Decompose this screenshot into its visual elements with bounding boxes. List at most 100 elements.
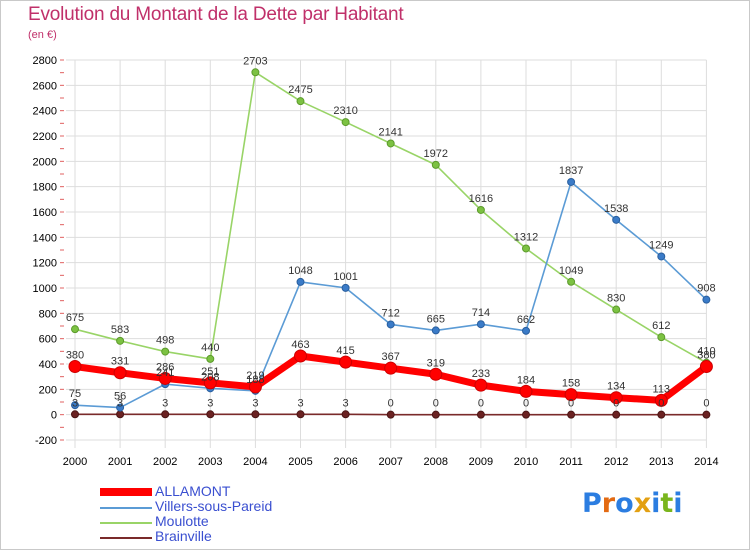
data-label-villers-sous-pareid: 1001	[333, 271, 357, 283]
logo-letter: i	[673, 488, 683, 519]
point-villers-sous-pareid	[431, 326, 440, 335]
point-brainville	[612, 410, 621, 419]
proxiti-logo: Proxiti	[582, 488, 683, 519]
x-tick-label: 2005	[288, 456, 312, 468]
logo-letter: i	[651, 488, 661, 519]
data-label-moulotte: 2310	[333, 105, 357, 117]
point-villers-sous-pareid	[71, 401, 79, 410]
legend-label-villers-sous-pareid: Villers-sous-Pareid	[155, 498, 273, 514]
data-label-villers-sous-pareid: 241	[156, 367, 174, 379]
point-allamont	[68, 360, 82, 374]
y-tick-label: 1200	[33, 258, 57, 270]
y-tick-label: 2800	[33, 55, 57, 67]
data-label-allamont: 463	[291, 339, 309, 351]
data-label-brainville: 0	[523, 398, 529, 410]
point-allamont	[429, 367, 443, 381]
point-brainville	[251, 410, 260, 419]
series-lines	[68, 68, 713, 419]
data-label-villers-sous-pareid: 188	[246, 374, 264, 386]
point-brainville	[431, 410, 440, 419]
data-label-allamont: 380	[697, 350, 715, 362]
data-label-moulotte: 410	[697, 346, 715, 358]
y-tick-label: 800	[39, 308, 57, 320]
point-allamont	[339, 355, 353, 369]
point-moulotte	[567, 277, 576, 286]
data-label-moulotte: 830	[607, 293, 625, 305]
legend-swatch-villers-sous-pareid	[100, 507, 152, 509]
y-tick-label: 1600	[33, 207, 57, 219]
point-moulotte	[71, 325, 79, 334]
data-label-moulotte: 1616	[469, 193, 493, 205]
point-brainville	[386, 410, 395, 419]
logo-letter: t	[660, 488, 674, 519]
chart-title: Evolution du Montant de la Dette par Hab…	[28, 4, 404, 25]
legend-swatch-allamont	[100, 488, 152, 496]
point-moulotte	[161, 347, 170, 356]
x-tick-label: 2007	[378, 456, 402, 468]
data-label-villers-sous-pareid: 1538	[604, 203, 628, 215]
data-label-brainville: 0	[613, 398, 619, 410]
point-allamont	[699, 360, 713, 374]
logo-letter: x	[633, 488, 652, 519]
legend-label-allamont: ALLAMONT	[155, 483, 231, 499]
y-tick-label: 2400	[33, 106, 57, 118]
point-moulotte	[296, 97, 305, 106]
logo-letter: P	[582, 488, 602, 519]
data-label-villers-sous-pareid: 712	[382, 307, 400, 319]
data-label-villers-sous-pareid: 1837	[559, 165, 583, 177]
point-villers-sous-pareid	[567, 177, 576, 186]
point-villers-sous-pareid	[386, 320, 395, 329]
y-tick-label: 200	[39, 384, 57, 396]
data-label-villers-sous-pareid: 208	[201, 371, 219, 383]
y-tick-labels: -200 0 200 400 600 800 1000 1200 1400 1600 1800 200…	[33, 55, 57, 447]
data-label-moulotte: 2141	[378, 126, 402, 138]
data-label-villers-sous-pareid: 56	[114, 391, 126, 403]
data-label-brainville: 3	[162, 397, 168, 409]
point-villers-sous-pareid	[476, 320, 485, 329]
y-tick-label: 2200	[33, 131, 57, 143]
legend-label-brainville: Brainville	[155, 528, 212, 544]
data-label-allamont: 233	[472, 368, 490, 380]
data-label-brainville: 0	[568, 398, 574, 410]
data-label-moulotte: 612	[652, 320, 670, 332]
point-villers-sous-pareid	[702, 295, 711, 304]
point-moulotte	[431, 160, 440, 169]
y-tick-label: 2000	[33, 156, 57, 168]
data-label-allamont: 113	[653, 383, 671, 395]
point-brainville	[341, 410, 350, 419]
data-label-allamont: 184	[517, 374, 535, 386]
data-label-allamont: 331	[111, 356, 129, 368]
point-villers-sous-pareid	[522, 326, 530, 335]
data-label-allamont: 158	[562, 378, 580, 390]
point-allamont	[609, 391, 623, 405]
point-moulotte	[386, 139, 395, 148]
point-allamont	[474, 378, 488, 392]
chart-subtitle: (en €)	[28, 29, 57, 41]
x-tick-label: 2001	[108, 456, 132, 468]
x-tick-label: 2000	[63, 456, 87, 468]
data-label-moulotte: 2475	[288, 84, 312, 96]
x-tick-label: 2012	[604, 456, 628, 468]
legend-swatch-moulotte	[100, 522, 152, 524]
point-brainville	[206, 410, 215, 419]
logo-letter: r	[601, 488, 616, 519]
data-label-moulotte: 440	[201, 342, 219, 354]
data-label-allamont: 367	[382, 351, 400, 363]
point-villers-sous-pareid	[341, 283, 350, 292]
point-brainville	[522, 410, 530, 419]
point-allamont	[248, 380, 262, 394]
point-allamont	[113, 366, 127, 380]
point-brainville	[116, 410, 125, 419]
data-label-moulotte: 1049	[559, 265, 583, 277]
point-allamont	[564, 388, 578, 402]
x-tick-label: 2014	[694, 456, 718, 468]
point-villers-sous-pareid	[296, 277, 305, 286]
data-label-villers-sous-pareid: 75	[69, 388, 81, 400]
point-allamont	[654, 393, 668, 407]
x-tick-labels: 2000 2001 2002 2003 2004 2005 2006 2007 2008 2009…	[63, 456, 719, 468]
data-label-villers-sous-pareid: 1048	[288, 265, 312, 277]
point-moulotte	[476, 205, 485, 214]
x-tick-label: 2010	[514, 456, 538, 468]
